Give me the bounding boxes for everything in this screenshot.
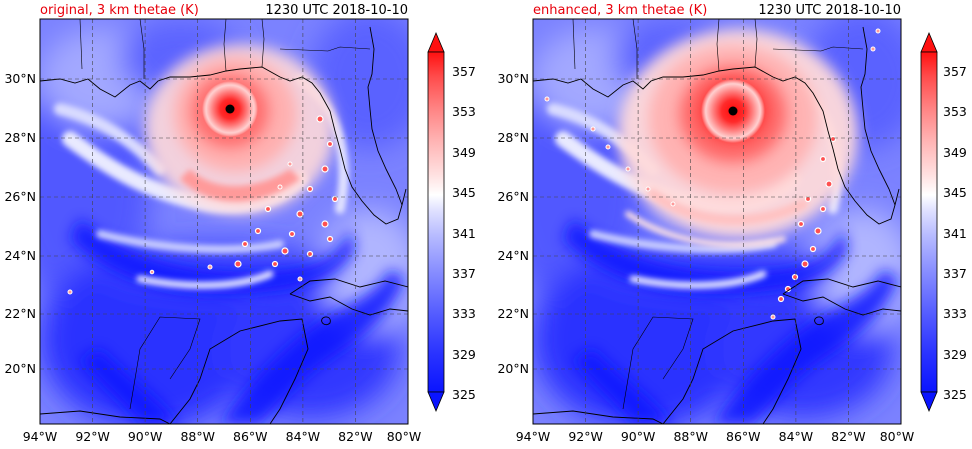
colorbar-tick: 349 (943, 145, 967, 160)
storm-center-marker (225, 104, 235, 114)
colorbar-extend-max (920, 31, 938, 53)
panel-enhanced: enhanced, 3 km thetae (K) 1230 UTC 2018-… (497, 3, 966, 444)
colorbar-tick: 353 (452, 104, 476, 119)
lon-tick: 84°W (779, 429, 814, 444)
lon-tick: 86°W (233, 429, 268, 444)
lon-tick: 80°W (880, 429, 915, 444)
colorbar-extend-min (427, 391, 445, 413)
lat-tick: 26°N (497, 189, 529, 204)
panel-original: original, 3 km thetae (K) 1230 UTC 2018-… (4, 3, 475, 444)
lat-tick: 20°N (497, 361, 529, 376)
lon-tick: 90°W (128, 429, 163, 444)
lon-tick: 92°W (75, 429, 110, 444)
colorbar-tick: 325 (943, 387, 967, 402)
lon-tick: 84°W (286, 429, 321, 444)
lat-tick: 24°N (4, 248, 36, 263)
colorbar-tick: 337 (943, 266, 967, 281)
lat-tick: 30°N (497, 71, 529, 86)
colorbar-tick: 357 (452, 64, 476, 79)
lon-tick: 94°W (516, 429, 551, 444)
panel-title-left: enhanced, 3 km thetae (K) (533, 3, 707, 18)
panel-timestamp: 1230 UTC 2018-10-10 (758, 3, 901, 18)
colorbar-enhanced: 357 353 349 345 341 337 333 329 325 (920, 31, 967, 413)
colorbar-tick: 357 (943, 64, 967, 79)
lat-tick: 28°N (497, 130, 529, 145)
lat-axis-left: 30°N 28°N 26°N 24°N 22°N 20°N (4, 71, 36, 376)
map-original (40, 19, 408, 424)
convective-cells (544, 28, 881, 320)
colorbar-tick: 341 (943, 226, 967, 241)
panel-title-left: original, 3 km thetae (K) (40, 3, 199, 18)
convective-cells (67, 115, 339, 295)
colorbar-extend-min (920, 391, 938, 413)
colorbar-tick: 329 (452, 347, 476, 362)
lon-tick: 82°W (338, 429, 373, 444)
lon-tick: 90°W (621, 429, 656, 444)
colorbar-original: 357 353 349 345 341 337 333 329 325 (427, 31, 476, 413)
colorbar-tick: 345 (943, 185, 967, 200)
lat-tick: 24°N (497, 248, 529, 263)
lon-tick: 82°W (831, 429, 866, 444)
lon-tick: 80°W (387, 429, 422, 444)
colorbar-tick: 333 (943, 306, 967, 321)
lat-tick: 30°N (4, 71, 36, 86)
colorbar-bar (427, 51, 445, 393)
lon-tick: 88°W (180, 429, 215, 444)
lat-axis-right: 30°N 28°N 26°N 24°N 22°N 20°N (497, 71, 529, 376)
storm-center-marker (728, 106, 738, 116)
panel-timestamp: 1230 UTC 2018-10-10 (265, 3, 408, 18)
colorbar-tick: 349 (452, 145, 476, 160)
colorbar-tick: 329 (943, 347, 967, 362)
colorbar-bar (920, 51, 938, 393)
colorbar-tick: 345 (452, 185, 476, 200)
lat-tick: 22°N (4, 306, 36, 321)
colorbar-tick: 333 (452, 306, 476, 321)
colorbar-extend-max (427, 31, 445, 53)
lon-tick: 88°W (673, 429, 708, 444)
lat-tick: 22°N (497, 306, 529, 321)
map-frame (39, 18, 409, 425)
colorbar-tick: 341 (452, 226, 476, 241)
lon-axis-right: 94°W 92°W 90°W 88°W 86°W 84°W 82°W 80°W (516, 429, 915, 444)
lat-tick: 28°N (4, 130, 36, 145)
lon-axis-left: 94°W 92°W 90°W 88°W 86°W 84°W 82°W 80°W (23, 429, 422, 444)
colorbar-tick: 325 (452, 387, 476, 402)
map-frame (532, 18, 902, 425)
lon-tick: 94°W (23, 429, 58, 444)
lon-tick: 86°W (726, 429, 761, 444)
colorbar-tick: 353 (943, 104, 967, 119)
lat-tick: 26°N (4, 189, 36, 204)
lon-tick: 92°W (568, 429, 603, 444)
lat-tick: 20°N (4, 361, 36, 376)
map-enhanced (533, 19, 901, 424)
colorbar-tick: 337 (452, 266, 476, 281)
